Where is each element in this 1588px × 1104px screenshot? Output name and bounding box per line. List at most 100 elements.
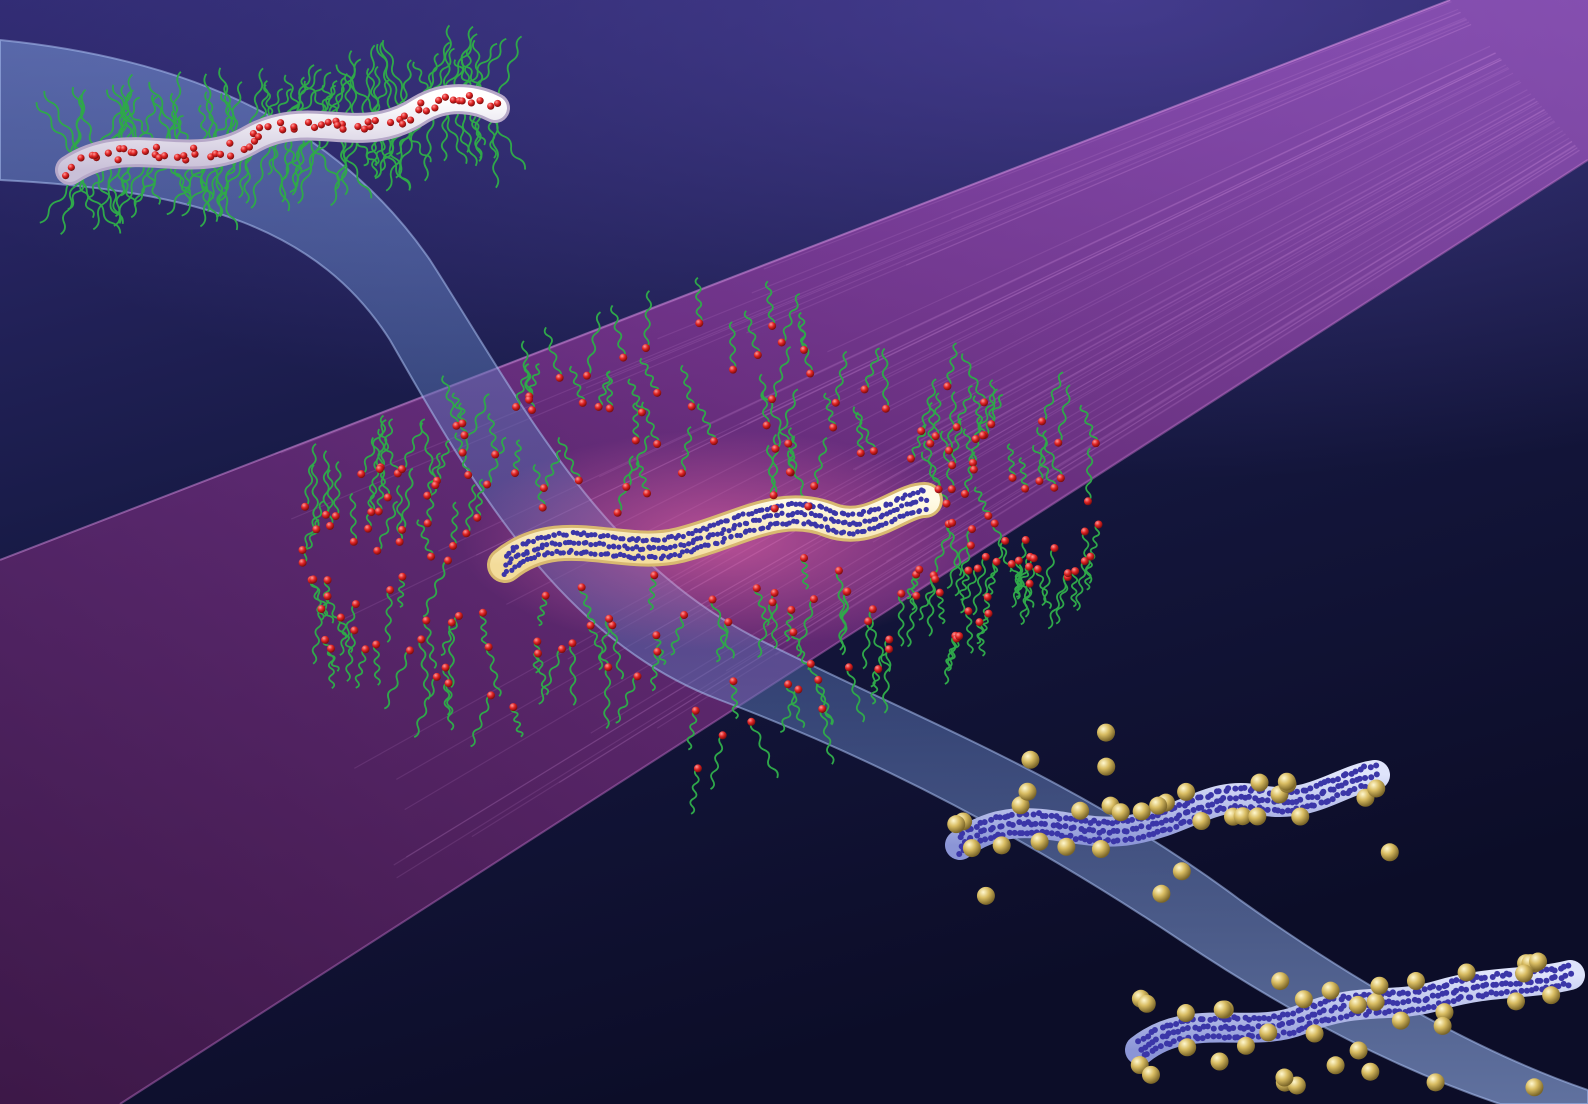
gold-particle [1177, 782, 1196, 801]
ligand-chain [537, 594, 548, 627]
ligand-head [458, 419, 467, 428]
surface-dot [1129, 816, 1136, 823]
ligand-head [173, 153, 182, 161]
gold-particle [1097, 757, 1116, 776]
surface-dot [686, 541, 692, 547]
ligand-head [809, 595, 818, 604]
surface-dot [1056, 823, 1063, 830]
surface-dot [1086, 838, 1093, 845]
ligand-head [464, 471, 473, 480]
ligand-head [967, 525, 976, 534]
surface-dot [629, 536, 635, 542]
ligand-head [483, 480, 492, 489]
gold-particle [1294, 990, 1313, 1009]
surface-dot [1533, 985, 1540, 992]
ligand-chain [710, 599, 735, 659]
ligand-chain [1084, 555, 1093, 591]
surface-dot [779, 510, 785, 516]
ligand-chain [728, 321, 737, 371]
surface-dot [1249, 1033, 1256, 1040]
surface-dot [860, 508, 867, 515]
surface-dot [1565, 982, 1572, 989]
ligand-chain [512, 439, 522, 474]
ligand-chain [450, 501, 459, 547]
ligand-chain [982, 539, 1006, 597]
surface-dot [915, 489, 921, 496]
ligand-chain [1037, 429, 1048, 482]
surface-dot [1215, 788, 1222, 795]
surface-dot [680, 533, 686, 540]
ligand-chain [743, 310, 761, 356]
surface-dot [1082, 817, 1089, 824]
ligand-head [948, 461, 957, 470]
ligand-chain [965, 610, 974, 654]
ligand-head [964, 607, 973, 616]
surface-dot [1405, 998, 1412, 1005]
surface-dot [994, 831, 1001, 838]
surface-dot [1311, 1011, 1318, 1018]
beam-streak [911, 158, 1588, 594]
ligand-head [935, 588, 944, 597]
surface-dot [1173, 823, 1180, 830]
surface-dot [1453, 987, 1460, 994]
ligand-head [226, 139, 234, 147]
surface-dot [635, 553, 641, 559]
ligand-chain [376, 500, 398, 552]
surface-dot [1288, 1018, 1295, 1025]
ligand-head [687, 402, 696, 411]
ligand-head [361, 645, 370, 654]
surface-dot [605, 551, 611, 557]
surface-dot [1209, 801, 1216, 808]
surface-dot [1551, 967, 1558, 974]
beam-streak [872, 130, 1564, 543]
surface-dot [1324, 798, 1331, 805]
surface-dot [1072, 836, 1079, 843]
ligand-head [351, 600, 360, 609]
surface-dot [1320, 1007, 1327, 1014]
ligand-head [216, 150, 225, 158]
beam-streak [700, 52, 1496, 429]
surface-dot [1166, 826, 1173, 833]
ligand-head [336, 613, 345, 622]
ligand-head [653, 647, 662, 656]
surface-dot [1494, 970, 1501, 977]
ligand-head [317, 605, 326, 614]
ligand-chain [1079, 404, 1099, 444]
surface-dot [1279, 1020, 1286, 1027]
surface-dot [1152, 1036, 1159, 1043]
surface-dots [501, 487, 930, 578]
beam-streak [789, 64, 1507, 418]
beam-streak [854, 98, 1536, 471]
surface-dot [740, 511, 746, 517]
surface-dot [560, 550, 566, 556]
ligand-chain [959, 569, 970, 601]
ligand-chain [365, 483, 375, 530]
beam-streak [852, 97, 1536, 471]
surface-dot [1329, 796, 1336, 803]
ligand-chain [936, 591, 946, 625]
ligand-head [104, 149, 112, 157]
ligand-head [860, 385, 869, 394]
ligand-head [1014, 556, 1023, 565]
released-ligand-heads [298, 319, 1103, 773]
surface-dot [551, 532, 557, 538]
ligand-chain [715, 621, 729, 663]
surface-dot [904, 511, 910, 517]
surface-dot [629, 546, 636, 552]
surface-dot [724, 518, 730, 524]
surface-dot [887, 501, 894, 507]
ligand-head [491, 450, 500, 459]
gold-particle [1542, 986, 1561, 1005]
ligand-head [768, 321, 777, 330]
surface-dot [1165, 1030, 1172, 1037]
ligand-head [155, 154, 163, 162]
ligand-head [473, 513, 482, 522]
ligand-head [983, 593, 992, 602]
ligand-head [350, 626, 359, 635]
ligand-chain [635, 460, 650, 495]
surface-dot [883, 501, 889, 507]
surface-dot [1309, 793, 1316, 800]
ligand-head [926, 439, 935, 448]
surface-dot [1483, 981, 1490, 988]
ligand-head [753, 351, 762, 360]
